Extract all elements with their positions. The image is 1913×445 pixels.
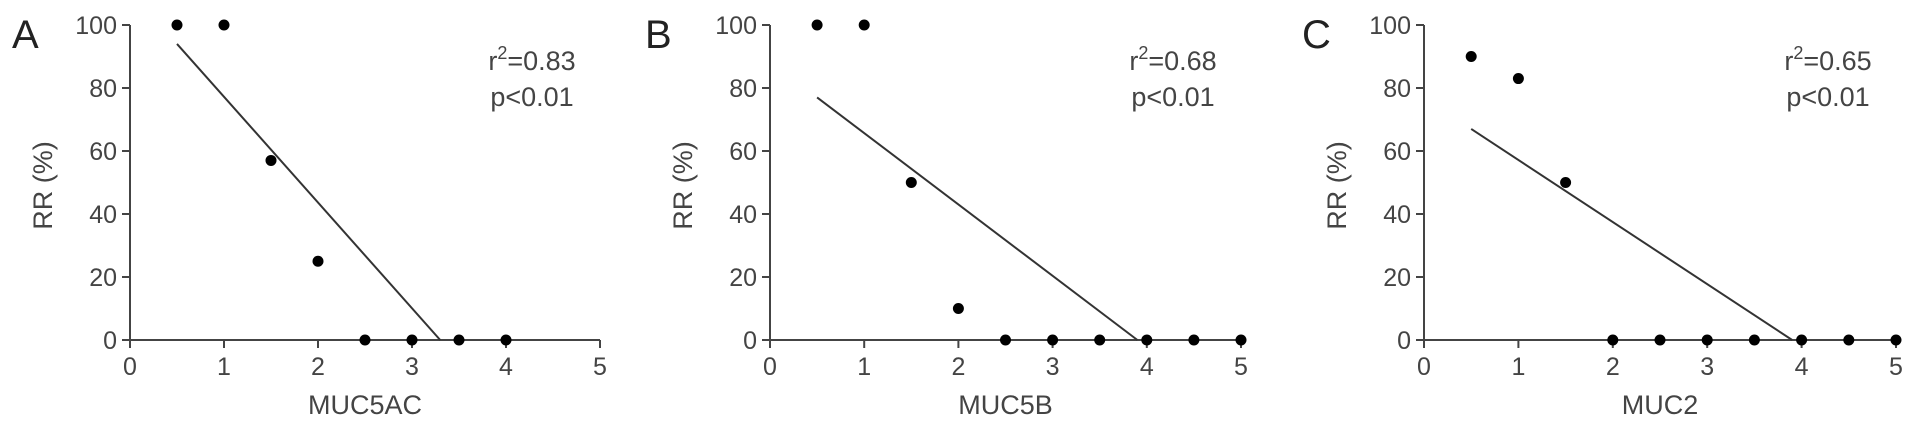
panel-letter: A: [12, 13, 39, 57]
r-squared-symbol: r: [488, 46, 497, 76]
data-point: [1188, 334, 1200, 346]
r-squared-exponent: 2: [1793, 43, 1803, 63]
p-value-annotation: p<0.01: [1131, 82, 1214, 112]
x-tick-label: 3: [1700, 353, 1714, 381]
r-squared-annotation: r2=0.68: [1129, 43, 1216, 76]
r-squared-value: =0.83: [507, 46, 575, 76]
y-tick-label: 60: [1383, 138, 1411, 166]
data-point: [1000, 334, 1011, 346]
panel-letter: B: [645, 13, 672, 57]
y-tick-label: 20: [729, 264, 757, 292]
data-point: [500, 334, 512, 346]
x-tick-label: 0: [1417, 353, 1431, 381]
r-squared-value: =0.68: [1148, 46, 1216, 76]
y-axis-label: RR (%): [28, 141, 58, 230]
x-tick-label: 4: [1795, 353, 1809, 381]
y-tick-label: 80: [1383, 75, 1411, 103]
data-point: [1512, 73, 1524, 85]
data-point: [1141, 334, 1153, 346]
x-tick-label: 5: [1234, 353, 1248, 381]
data-point: [1047, 334, 1059, 346]
y-axis-label: RR (%): [668, 141, 698, 230]
y-tick-label: 80: [89, 75, 117, 103]
x-axis-label: MUC5B: [958, 390, 1053, 420]
x-tick-label: 3: [405, 353, 419, 381]
r-squared-annotation: r2=0.83: [488, 43, 575, 76]
r-squared-exponent: 2: [497, 43, 507, 63]
data-point: [1607, 334, 1619, 346]
data-point: [1235, 334, 1247, 346]
data-point: [453, 334, 465, 346]
x-tick-label: 1: [1511, 353, 1525, 381]
y-tick-label: 20: [1383, 264, 1411, 292]
r-squared-value: =0.65: [1803, 46, 1871, 76]
x-tick-label: 0: [123, 353, 137, 381]
data-point: [406, 334, 418, 346]
regression-line: [1470, 128, 1793, 341]
data-point: [312, 255, 324, 267]
x-tick-label: 4: [1140, 353, 1154, 381]
y-tick-label: 60: [729, 138, 757, 166]
data-point: [1843, 334, 1855, 346]
y-tick-label: 40: [729, 201, 757, 229]
p-value-annotation: p<0.01: [1786, 82, 1869, 112]
x-tick-label: 1: [217, 353, 231, 381]
regression-line: [176, 43, 441, 341]
y-tick-label: 100: [715, 12, 757, 40]
data-point: [811, 19, 823, 31]
x-tick-label: 2: [951, 353, 965, 381]
x-tick-label: 4: [499, 353, 513, 381]
data-point: [1890, 334, 1902, 346]
data-point: [952, 303, 964, 314]
data-point: [218, 19, 230, 31]
x-axis-label: MUC2: [1622, 390, 1699, 420]
y-tick-label: 0: [1397, 327, 1411, 355]
x-tick-label: 0: [763, 353, 777, 381]
data-point: [1654, 334, 1666, 346]
y-tick-label: 40: [1383, 201, 1411, 229]
data-point: [1701, 334, 1713, 346]
x-tick-label: 1: [857, 353, 871, 381]
data-point: [1748, 334, 1760, 346]
r-squared-symbol: r: [1784, 46, 1793, 76]
y-tick-label: 60: [89, 138, 117, 166]
y-tick-label: 0: [103, 327, 117, 355]
data-point: [1796, 334, 1808, 346]
data-point: [171, 19, 183, 31]
x-axis-label: MUC5AC: [308, 390, 422, 420]
x-tick-label: 5: [1889, 353, 1903, 381]
data-point: [359, 334, 371, 346]
p-value-annotation: p<0.01: [490, 82, 573, 112]
x-tick-label: 2: [1606, 353, 1620, 381]
y-axis-label: RR (%): [1322, 141, 1352, 230]
data-point: [858, 19, 870, 31]
data-point: [1465, 51, 1477, 62]
data-point: [1560, 177, 1572, 188]
r-squared-symbol: r: [1129, 46, 1138, 76]
y-tick-label: 80: [729, 75, 757, 103]
data-point: [265, 154, 277, 166]
x-tick-label: 2: [311, 353, 325, 381]
panel-letter: C: [1302, 13, 1331, 57]
y-tick-label: 0: [743, 327, 757, 355]
y-tick-label: 20: [89, 264, 117, 292]
r-squared-annotation: r2=0.65: [1784, 43, 1871, 76]
regression-line: [816, 96, 1138, 341]
y-tick-label: 100: [75, 12, 117, 40]
y-tick-label: 40: [89, 201, 117, 229]
x-tick-label: 3: [1046, 353, 1060, 381]
r-squared-exponent: 2: [1138, 43, 1148, 63]
x-tick-label: 5: [593, 353, 607, 381]
data-point: [905, 177, 917, 188]
y-tick-label: 100: [1369, 12, 1411, 40]
data-point: [1094, 334, 1106, 346]
